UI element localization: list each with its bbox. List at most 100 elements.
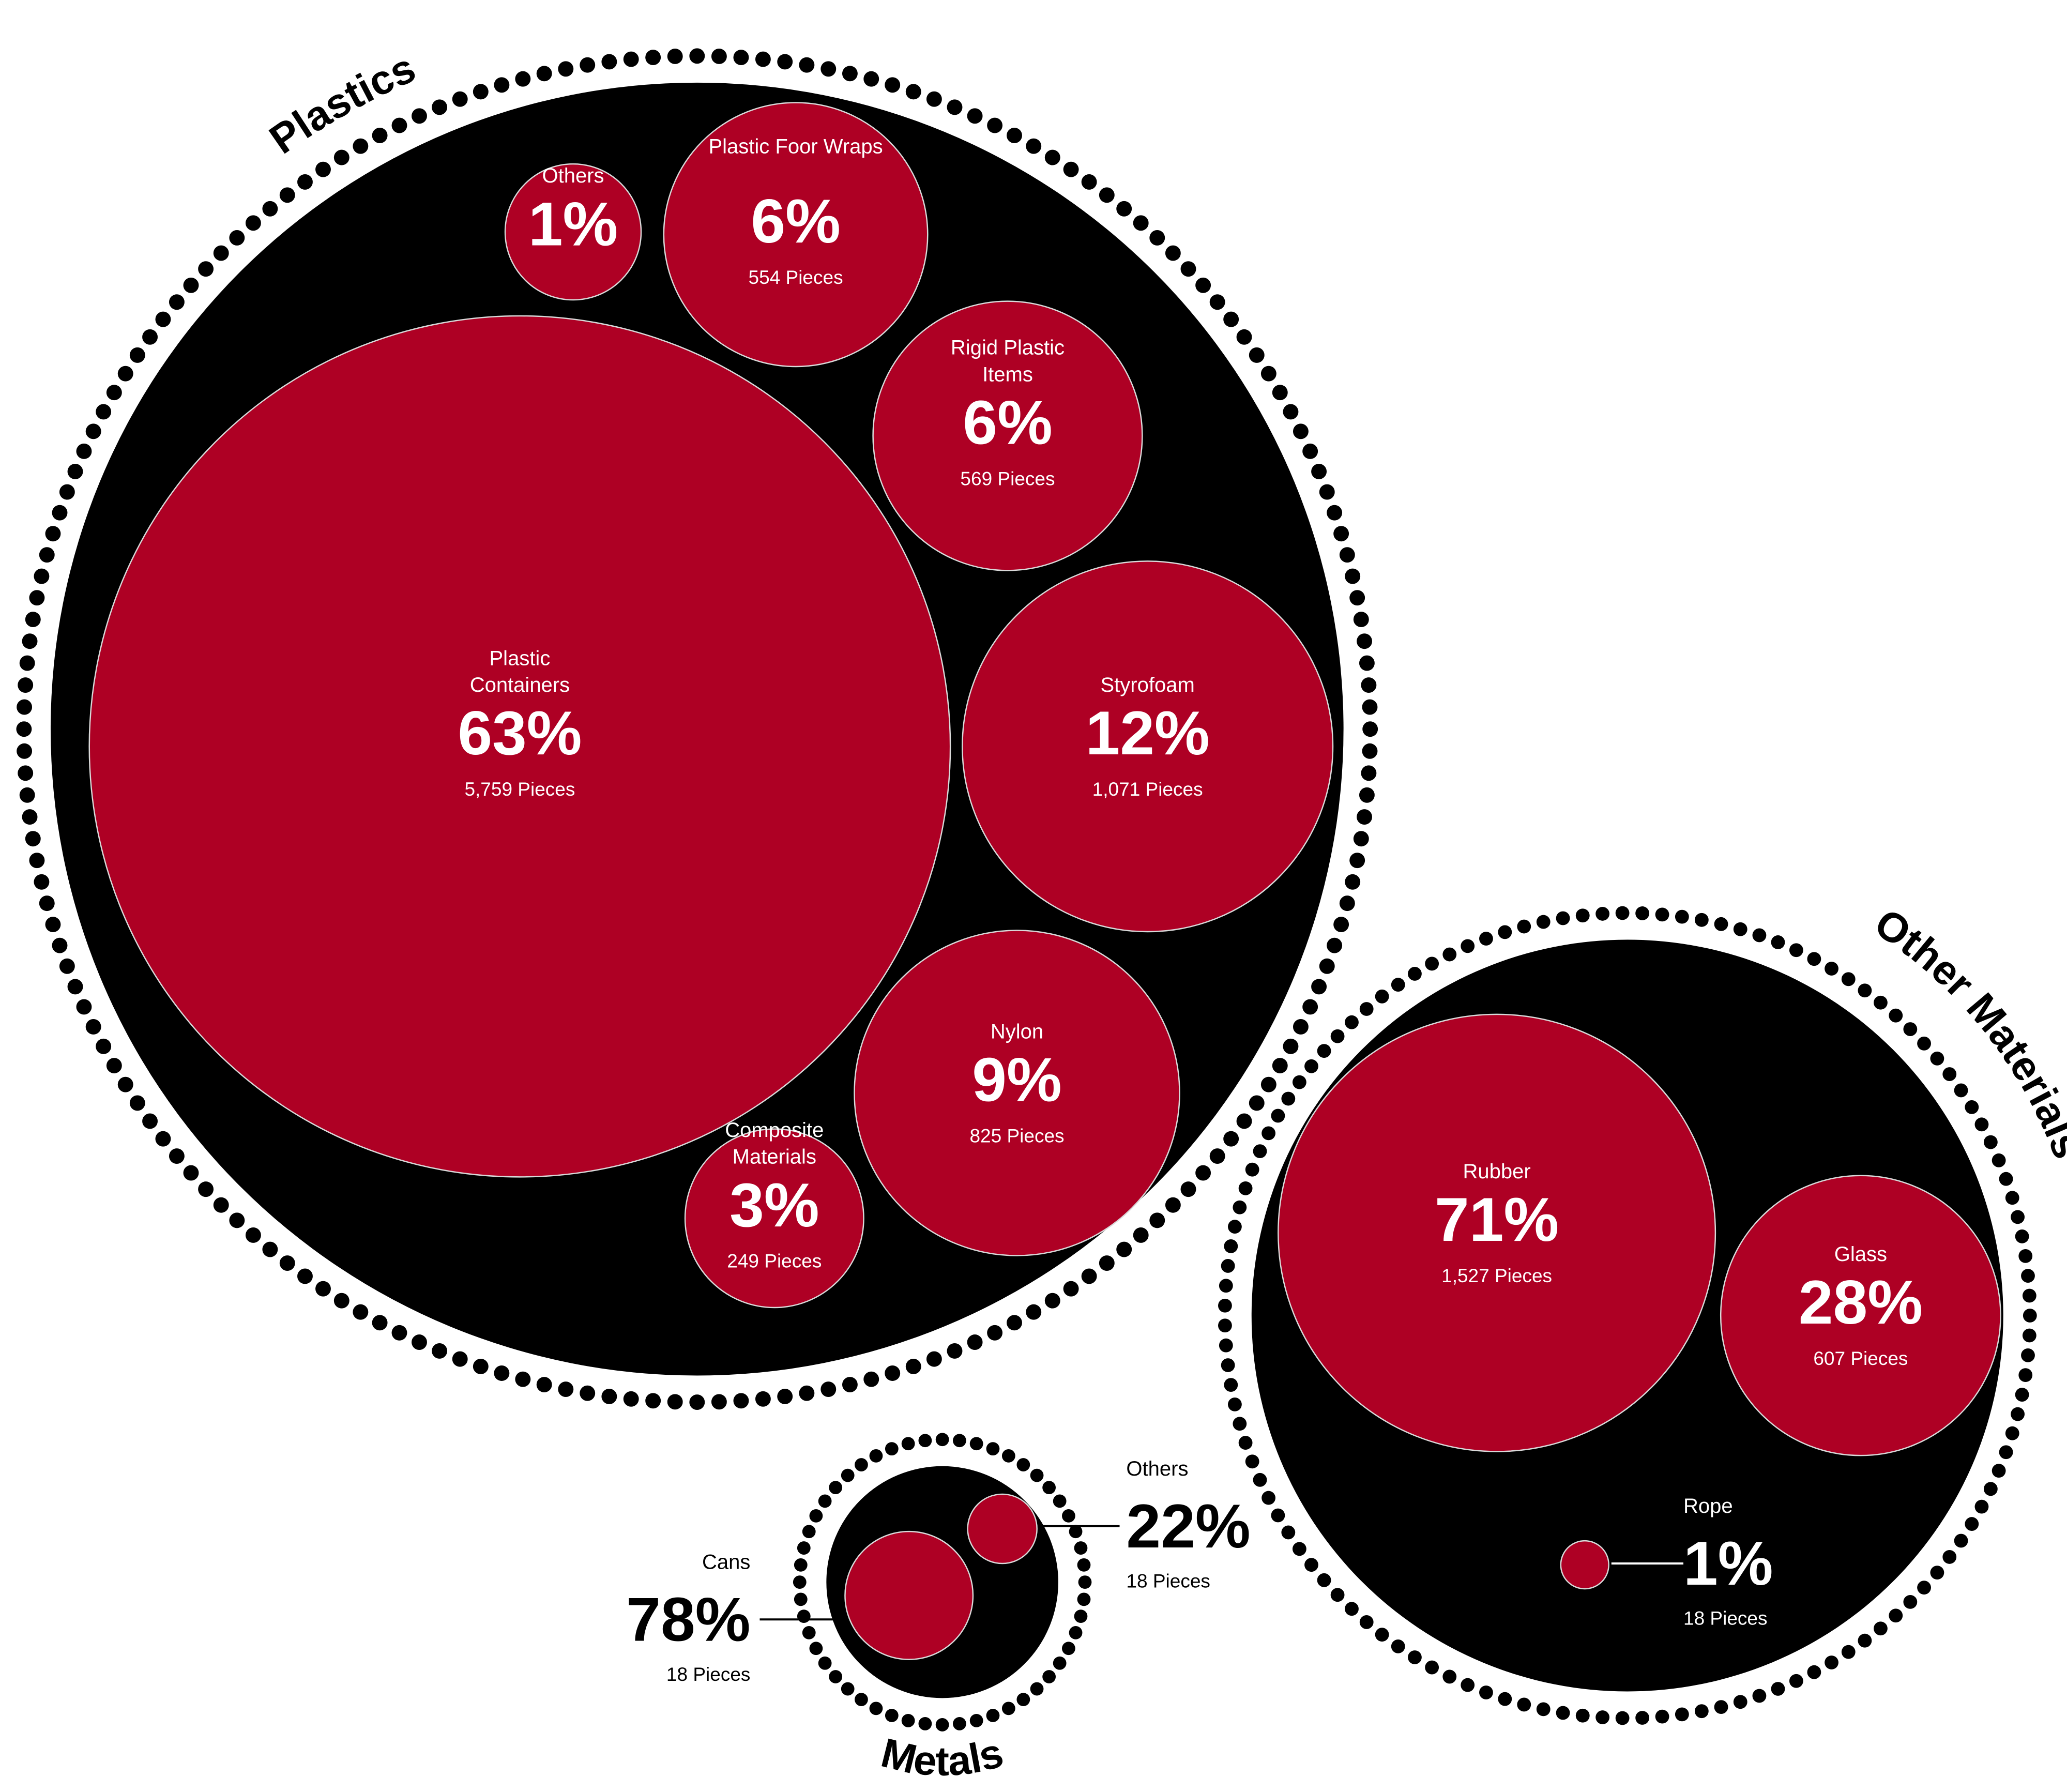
ring-dot: [1333, 526, 1349, 542]
bubble-other-materials-rope: Rope 1% 18 Pieces: [1560, 1495, 1773, 1629]
ring-dot: [19, 787, 35, 803]
ring-dot: [1841, 972, 1856, 986]
ring-dot: [1954, 1083, 1968, 1098]
ring-dot: [333, 149, 349, 165]
ring-dot: [1218, 1298, 1232, 1313]
ring-dot: [667, 49, 683, 64]
ring-dot: [1271, 1108, 1285, 1123]
ring-dot: [1272, 1058, 1288, 1074]
ring-dot: [1345, 1015, 1359, 1029]
ring-dot: [353, 1304, 369, 1320]
ring-dot: [353, 138, 369, 154]
ring-dot: [1903, 1022, 1918, 1036]
bubble-percent: 78%: [626, 1585, 750, 1654]
ring-dot: [802, 1525, 816, 1539]
ring-dot: [1408, 967, 1422, 981]
ring-dot: [1349, 590, 1365, 606]
ring-dot: [558, 1381, 574, 1397]
ring-dot: [1771, 1682, 1785, 1696]
ring-dot: [1807, 1665, 1821, 1679]
ring-dot: [198, 261, 214, 277]
ring-dot: [1359, 1615, 1374, 1629]
bubble-pieces: 1,527 Pieces: [1441, 1265, 1552, 1286]
ring-dot: [1655, 1709, 1669, 1724]
ring-dot: [39, 895, 55, 912]
ring-dot: [947, 1343, 963, 1359]
ring-dot: [601, 54, 617, 70]
ring-dot: [829, 1670, 843, 1683]
bubble-label: Rigid Plastic Items: [951, 337, 1065, 386]
ring-dot: [802, 1626, 816, 1639]
ring-dot: [76, 999, 92, 1015]
ring-dot: [1391, 1639, 1405, 1653]
bubble-percent: 1%: [1683, 1529, 1773, 1598]
ring-dot: [1874, 995, 1888, 1010]
ring-dot: [117, 366, 133, 382]
ring-dot: [842, 1377, 858, 1392]
ring-dot: [1223, 311, 1239, 327]
bubble-pieces: 5,759 Pieces: [464, 779, 575, 800]
ring-dot: [59, 484, 75, 500]
ring-dot: [473, 1359, 489, 1374]
bubble-metals-cans: Cans 78% 18 Pieces: [626, 1530, 974, 1685]
ring-dot: [1479, 932, 1493, 946]
ring-dot: [1283, 404, 1299, 420]
ring-dot: [1195, 1165, 1211, 1181]
bubble-label: Others: [1126, 1457, 1188, 1480]
ring-dot: [580, 57, 596, 73]
ring-dot: [1615, 1711, 1630, 1725]
bubble-circle: [663, 102, 929, 368]
ring-dot: [17, 699, 33, 715]
ring-dot: [1327, 505, 1343, 521]
bubble-pieces: 1,071 Pieces: [1092, 779, 1203, 800]
ring-dot: [1030, 1682, 1044, 1696]
ring-dot: [1954, 1533, 1968, 1548]
bubble-pieces: 18 Pieces: [1683, 1608, 1768, 1629]
ring-dot: [855, 1693, 868, 1706]
ring-dot: [885, 1442, 899, 1456]
bubble-percent: 3%: [729, 1171, 819, 1240]
ring-dot: [842, 66, 858, 82]
ring-dot: [494, 1365, 510, 1381]
ring-dot: [1042, 1481, 1056, 1495]
ring-dot: [1044, 149, 1060, 165]
ring-dot: [809, 1509, 823, 1523]
ring-dot: [1359, 787, 1375, 803]
ring-dot: [1077, 1558, 1091, 1572]
ring-dot: [1209, 294, 1225, 310]
bubble-label: Rubber: [1463, 1160, 1530, 1183]
bubble-circle: [1720, 1175, 2001, 1456]
bubble-pieces: 249 Pieces: [727, 1251, 822, 1272]
ring-dot: [1930, 1051, 1944, 1066]
bubble-circle: [967, 1493, 1038, 1565]
ring-dot: [1345, 1602, 1359, 1616]
ring-dot: [967, 108, 983, 124]
dotted-ring-other-materials: [1218, 906, 2037, 1725]
ring-dot: [1016, 1693, 1030, 1706]
ring-dot: [315, 161, 331, 177]
ring-dot: [733, 1393, 749, 1409]
ring-dot: [229, 1212, 245, 1228]
ring-dot: [117, 1076, 133, 1092]
ring-dot: [1262, 1126, 1276, 1141]
bubble-percent: 6%: [751, 187, 840, 256]
ring-dot: [213, 245, 229, 261]
ring-dot: [1245, 1162, 1259, 1177]
ring-dot: [1442, 947, 1457, 962]
ring-dot: [1517, 1697, 1531, 1712]
ring-dot: [1236, 1113, 1252, 1129]
ring-dot: [1917, 1036, 1931, 1051]
group-title-metals: Metals: [877, 1729, 1008, 1785]
ring-dot: [1317, 1044, 1331, 1058]
ring-dot: [1081, 1268, 1097, 1284]
ring-dot: [1218, 1318, 1232, 1333]
ring-dot: [1249, 347, 1265, 363]
ring-dot: [901, 1437, 915, 1451]
ring-dot: [1233, 1417, 1247, 1431]
ring-dot: [1339, 895, 1355, 912]
ring-dot: [155, 1131, 171, 1147]
ring-dot: [279, 187, 295, 203]
ring-dot: [1442, 1669, 1457, 1684]
ring-dot: [412, 108, 427, 124]
